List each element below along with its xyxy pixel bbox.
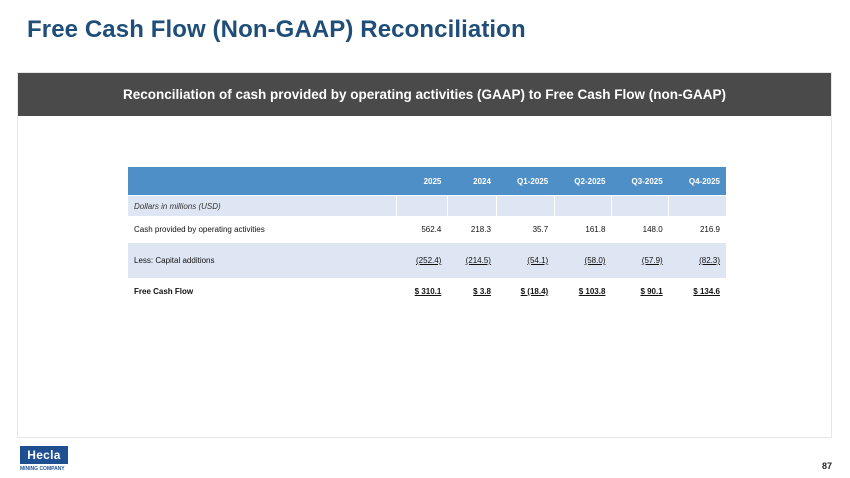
cell-value: (82.3): [699, 256, 720, 265]
cell-value: 216.9: [668, 216, 726, 243]
header-2025: 2025: [396, 167, 448, 196]
header-q1-2025: Q1-2025: [496, 167, 555, 196]
units-label: Dollars in millions (USD): [128, 195, 396, 216]
logo-mark: Hecla: [20, 446, 68, 464]
reconciliation-table: 2025 2024 Q1-2025 Q2-2025 Q3-2025 Q4-202…: [128, 167, 726, 305]
cell-value: (252.4): [416, 256, 442, 265]
panel-header: Reconciliation of cash provided by opera…: [18, 73, 831, 116]
header-q3-2025: Q3-2025: [611, 167, 669, 196]
cell-value: $ 103.8: [578, 287, 606, 296]
row-label: Less: Capital additions: [128, 243, 396, 278]
row-label: Free Cash Flow: [128, 278, 396, 305]
header-label-cell: [128, 167, 396, 196]
cell-value: (58.0): [584, 256, 606, 265]
cell-value: $ (18.4): [520, 287, 549, 296]
cell-value: $ 134.6: [693, 287, 720, 296]
page-number: 87: [821, 461, 832, 471]
cell-value: 148.0: [611, 216, 669, 243]
row-label: Cash provided by operating activities: [128, 216, 396, 243]
page-title: Free Cash Flow (Non-GAAP) Reconciliation: [27, 16, 526, 43]
table-row-operating-cash: Cash provided by operating activities 56…: [128, 216, 726, 243]
cell-value: $ 90.1: [640, 287, 663, 296]
cell-value: 218.3: [447, 216, 497, 243]
table-row-capital-additions: Less: Capital additions (252.4) (214.5) …: [128, 243, 726, 278]
cell-value: 562.4: [396, 216, 448, 243]
logo-subtext: MINING COMPANY: [20, 466, 65, 472]
company-logo: Hecla MINING COMPANY: [20, 446, 70, 476]
header-q4-2025: Q4-2025: [668, 167, 726, 196]
cell-value: $ 3.8: [473, 287, 491, 296]
cell-value: (214.5): [465, 256, 491, 265]
header-q2-2025: Q2-2025: [554, 167, 612, 196]
reconciliation-panel: Reconciliation of cash provided by opera…: [18, 73, 831, 437]
table-header-row: 2025 2024 Q1-2025 Q2-2025 Q3-2025 Q4-202…: [128, 167, 726, 196]
cell-value: $ 310.1: [414, 287, 442, 296]
header-2024: 2024: [447, 167, 497, 196]
cell-value: 161.8: [554, 216, 612, 243]
table-row-units: Dollars in millions (USD): [128, 195, 726, 216]
cell-value: 35.7: [496, 216, 555, 243]
cell-value: (54.1): [527, 256, 549, 265]
cell-value: (57.9): [641, 256, 663, 265]
table-row-free-cash-flow: Free Cash Flow $ 310.1 $ 3.8 $ (18.4) $ …: [128, 278, 726, 305]
